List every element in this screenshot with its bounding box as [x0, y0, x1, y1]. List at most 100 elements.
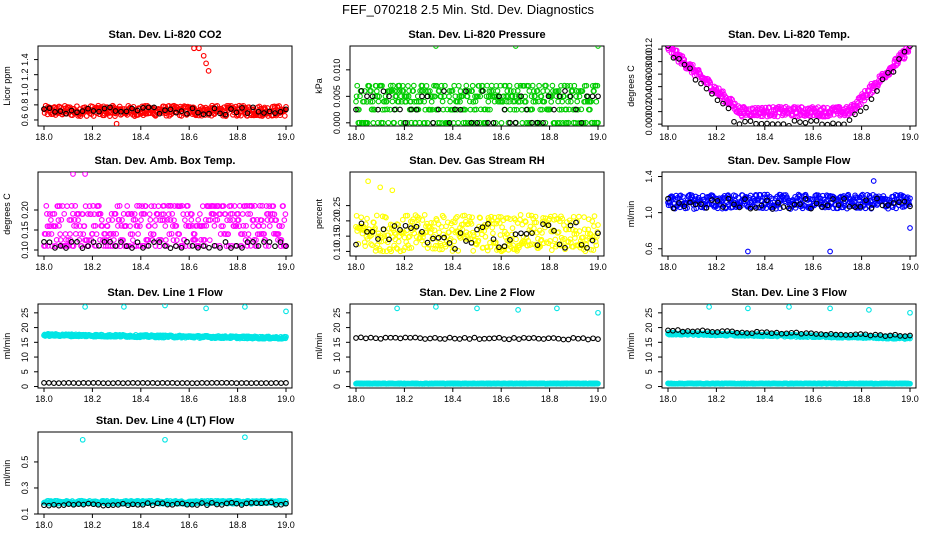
point-black — [584, 93, 590, 100]
point-black — [885, 69, 891, 76]
point-green — [554, 88, 560, 94]
point-yellow — [397, 248, 404, 255]
point-black — [255, 108, 262, 115]
y-axis-label: degrees C — [626, 65, 636, 107]
point-cyan — [433, 304, 439, 310]
y-tick-label: 0.15 — [20, 221, 30, 239]
point-cyan — [866, 307, 872, 313]
point-green — [457, 98, 463, 105]
x-tick-label: 18.2 — [708, 262, 726, 272]
y-tick-label: 25 — [644, 308, 654, 318]
point-magenta — [220, 223, 226, 229]
point-green — [517, 82, 524, 89]
point-black — [456, 336, 463, 342]
y-tick-label: 15 — [644, 337, 654, 347]
point-magenta — [258, 217, 265, 224]
y-axis-label: ml/min — [626, 333, 636, 360]
point-black — [885, 202, 891, 208]
point-black — [595, 93, 601, 100]
point-green — [389, 98, 396, 105]
point-green — [361, 98, 367, 105]
point-yellow — [468, 221, 475, 227]
point-green — [353, 93, 360, 100]
x-tick-label: 18.6 — [492, 132, 510, 142]
point-green — [467, 106, 474, 113]
point-black — [85, 105, 91, 112]
point-green — [423, 83, 430, 89]
point-black — [272, 110, 278, 116]
point-green — [580, 119, 587, 126]
point-magenta — [134, 203, 140, 209]
point-green — [382, 106, 388, 113]
point-black — [184, 110, 190, 117]
x-tick-label: 19.0 — [277, 394, 295, 404]
point-black — [268, 380, 275, 386]
point-black — [101, 105, 108, 112]
point-green — [477, 93, 484, 100]
point-black — [775, 199, 781, 206]
point-magenta — [51, 211, 58, 217]
point-green — [364, 98, 370, 105]
point-black — [512, 231, 519, 238]
point-green — [522, 98, 529, 105]
point-green — [532, 98, 539, 105]
point-green — [503, 98, 510, 105]
point-black — [769, 121, 776, 126]
point-black — [107, 239, 113, 245]
point-magenta — [905, 49, 912, 55]
point-yellow — [552, 236, 559, 243]
panel-title: Stan. Dev. Line 3 Flow — [731, 287, 847, 299]
x-tick-label: 18.2 — [396, 262, 414, 272]
x-tick-label: 18.6 — [492, 262, 510, 272]
point-black — [430, 119, 436, 126]
point-yellow — [477, 215, 484, 221]
point-black — [65, 380, 72, 386]
point-black — [813, 117, 820, 124]
point-yellow — [570, 213, 577, 220]
point-green — [438, 93, 444, 100]
point-magenta — [224, 217, 230, 223]
x-tick-label: 18.4 — [756, 132, 774, 142]
point-magenta — [72, 231, 79, 237]
point-magenta — [163, 237, 169, 243]
point-magenta — [53, 237, 60, 243]
point-green — [579, 88, 586, 94]
point-green — [476, 83, 482, 89]
point-black — [562, 244, 568, 251]
point-magenta — [93, 231, 100, 237]
point-yellow — [576, 213, 582, 220]
y-tick-label: 5 — [332, 369, 342, 374]
point-black — [485, 119, 491, 126]
y-tick-label: 0.6 — [20, 114, 30, 127]
point-green — [432, 93, 438, 100]
point-magenta — [165, 203, 172, 209]
point-black — [266, 239, 273, 245]
point-black — [75, 380, 82, 386]
point-yellow — [591, 213, 598, 219]
point-black — [375, 236, 381, 242]
point-black — [501, 336, 508, 342]
point-black — [507, 237, 513, 243]
point-yellow — [373, 212, 380, 219]
point-yellow — [548, 247, 555, 253]
point-green — [454, 106, 460, 113]
point-cyan — [121, 304, 127, 310]
y-tick-label: 0.8 — [20, 99, 30, 112]
point-yellow — [365, 178, 371, 185]
point-blue — [701, 205, 708, 211]
point-black — [775, 121, 781, 126]
point-magenta — [150, 231, 157, 238]
x-tick-label: 18.8 — [541, 262, 559, 272]
point-red — [168, 111, 174, 118]
point-magenta — [192, 236, 199, 243]
point-black — [162, 243, 168, 249]
point-cyan — [515, 307, 521, 313]
point-black — [545, 222, 552, 229]
point-red — [205, 68, 212, 74]
point-cyan — [242, 304, 248, 310]
point-yellow — [421, 212, 428, 218]
point-black — [742, 196, 748, 202]
point-green — [514, 88, 521, 94]
point-black — [529, 119, 535, 126]
y-axis-label: degrees C — [2, 193, 12, 235]
